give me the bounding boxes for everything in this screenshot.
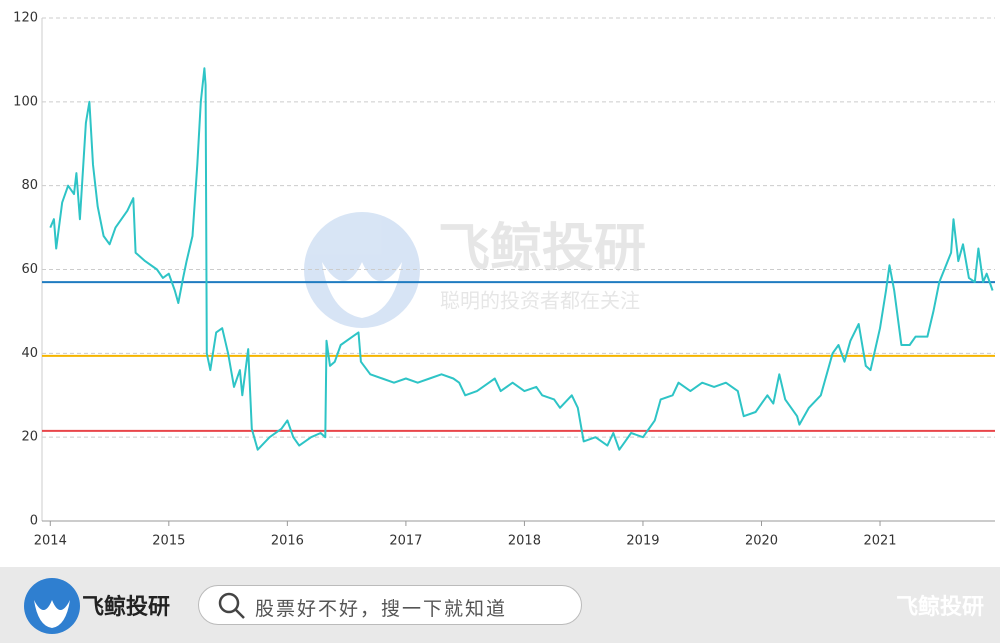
x-tick-label: 2014: [34, 534, 67, 549]
footer-brand: 飞鲸投研: [82, 595, 171, 620]
footer-right-brand: 飞鲸投研: [895, 595, 984, 620]
search-icon: [218, 592, 245, 619]
y-tick-label: 100: [13, 94, 38, 109]
footer: 飞鲸投研 股票好不好，搜一下就知道 飞鲸投研: [0, 567, 1000, 643]
x-tick-label: 2017: [389, 534, 422, 549]
y-tick-label: 0: [30, 514, 38, 529]
chart: 飞鲸投研 聪明的投资者都在关注 0 20 40 60 80 100 120 2014 2015 2…: [13, 11, 995, 549]
watermark-slogan: 聪明的投资者都在关注: [440, 289, 640, 313]
x-tick-label: 2019: [626, 534, 659, 549]
y-tick-label: 20: [21, 430, 38, 445]
search-box[interactable]: 股票好不好，搜一下就知道: [198, 585, 582, 625]
y-tick-label: 60: [21, 262, 38, 277]
watermark: 飞鲸投研 聪明的投资者都在关注: [304, 212, 646, 328]
x-tick-label: 2021: [863, 534, 896, 549]
x-tick-label: 2018: [508, 534, 541, 549]
x-tick-label: 2020: [745, 534, 778, 549]
search-placeholder: 股票好不好，搜一下就知道: [255, 598, 508, 620]
y-tick-label: 80: [21, 178, 38, 193]
x-tick-label: 2016: [271, 534, 304, 549]
x-tick-label: 2015: [152, 534, 185, 549]
y-tick-label: 120: [13, 11, 38, 26]
watermark-logo: [304, 212, 420, 328]
y-tick-label: 40: [21, 346, 38, 361]
watermark-whale: [322, 262, 402, 318]
series-line: [49, 67, 994, 451]
footer-logo: [24, 578, 80, 634]
